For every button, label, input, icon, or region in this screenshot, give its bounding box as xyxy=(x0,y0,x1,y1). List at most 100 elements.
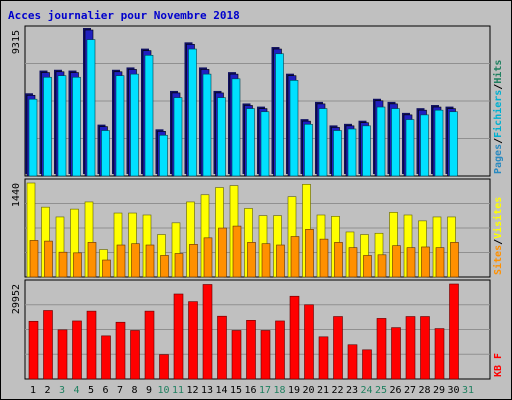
y-max-label: 9315 xyxy=(11,30,22,54)
day-label: 26 xyxy=(389,385,401,396)
day-label: 1 xyxy=(30,385,36,396)
bar-sites xyxy=(174,253,184,278)
bar-pages xyxy=(43,76,52,177)
bar-pages xyxy=(115,75,125,177)
bar-kb xyxy=(246,320,256,380)
bar-sites xyxy=(247,242,256,278)
day-label: 20 xyxy=(302,385,314,396)
bar-sites xyxy=(290,236,300,278)
bar-pages xyxy=(318,108,328,177)
bar-kb xyxy=(376,318,387,380)
day-label: 6 xyxy=(102,385,108,396)
day-axis: 1 2 3 4 5 6 7 8 9 10 11 12 13 14 15 16 17 18 19 20 21 22 23 24 2… xyxy=(30,385,474,396)
bar-sites xyxy=(348,247,358,278)
legend-entry: / xyxy=(493,138,504,144)
bar-sites xyxy=(218,227,227,278)
bar-sites xyxy=(377,254,387,278)
bar-kb xyxy=(159,354,169,380)
bar-kb xyxy=(362,349,372,380)
day-label: 19 xyxy=(288,385,300,396)
bar-kb xyxy=(57,329,68,380)
legend-entry: KB F xyxy=(493,353,504,377)
day-label: 28 xyxy=(418,385,430,396)
bar-sites xyxy=(319,238,329,278)
day-label: 10 xyxy=(157,385,169,396)
bar-sites xyxy=(116,244,126,278)
bar-pages xyxy=(57,75,67,177)
bar-sites xyxy=(87,242,97,278)
legend-entry: Hits xyxy=(492,60,504,84)
day-label: 16 xyxy=(244,385,256,396)
day-label: 15 xyxy=(230,385,242,396)
day-label: 4 xyxy=(73,385,79,396)
day-label: 27 xyxy=(404,385,416,396)
bar-kb xyxy=(101,335,111,380)
bar-kb xyxy=(202,284,213,380)
legend-entry: Pages xyxy=(493,144,504,174)
bar-pages xyxy=(246,108,255,177)
bar-kb xyxy=(217,315,227,380)
bar-sites xyxy=(73,252,82,278)
legend-entry: Sites xyxy=(492,245,504,275)
legend: Sites/Visites xyxy=(492,197,504,275)
bar-sites xyxy=(276,244,285,278)
bar-kb xyxy=(231,330,242,380)
bar-pages xyxy=(391,108,400,177)
legend-entry: / xyxy=(493,239,504,245)
bar-sites xyxy=(232,225,242,278)
bar-kb xyxy=(144,310,155,380)
bar-sites xyxy=(392,245,401,278)
bar-sites xyxy=(131,243,140,278)
bar-sites xyxy=(450,242,459,278)
bar-kb xyxy=(130,330,140,380)
legend-entry: Visites xyxy=(492,197,504,239)
bar-sites xyxy=(363,255,372,278)
day-label: 30 xyxy=(447,385,459,396)
bar-kb xyxy=(449,283,459,380)
y-max-label: 1440 xyxy=(11,183,22,207)
bar-pages xyxy=(347,128,357,177)
bar-pages xyxy=(231,78,241,177)
bar-kb xyxy=(420,316,430,380)
day-label: 14 xyxy=(215,385,227,396)
bar-pages xyxy=(159,134,168,177)
legend-entry: / xyxy=(493,84,504,90)
day-label: 2 xyxy=(44,385,50,396)
bar-sites xyxy=(29,240,39,278)
bar-sites xyxy=(44,240,53,278)
bar-pages xyxy=(420,114,429,177)
legend-entry: Fichiers xyxy=(492,90,504,138)
day-label: 8 xyxy=(131,385,137,396)
bar-pages xyxy=(304,123,313,177)
bar-pages xyxy=(202,73,212,177)
bar-kb xyxy=(173,293,184,380)
day-label: 9 xyxy=(146,385,152,396)
day-label: 18 xyxy=(273,385,285,396)
bar-pages xyxy=(188,48,197,177)
bar-kb xyxy=(391,327,401,380)
y-max-label: 29952 xyxy=(11,284,22,314)
bar-sites xyxy=(145,244,155,278)
bar-kb xyxy=(188,301,198,380)
bar-kb xyxy=(434,328,445,380)
day-label: 22 xyxy=(331,385,343,396)
bar-pages xyxy=(260,111,270,177)
bar-pages xyxy=(275,53,284,177)
bar-kb xyxy=(43,310,53,380)
day-label: 25 xyxy=(375,385,387,396)
bar-pages xyxy=(289,80,299,177)
panel-kb: 29952 KB F xyxy=(11,279,504,380)
bar-kb xyxy=(304,304,314,380)
bar-pages xyxy=(130,73,139,177)
bar-pages xyxy=(173,97,183,177)
bar-sites xyxy=(334,242,343,278)
bar-pages xyxy=(217,97,226,177)
bar-sites xyxy=(421,246,430,278)
day-label: 17 xyxy=(259,385,271,396)
bar-pages xyxy=(333,130,342,177)
day-label: 12 xyxy=(186,385,198,396)
bar-sites xyxy=(58,251,68,278)
day-label: 29 xyxy=(433,385,445,396)
bar-kb xyxy=(115,321,126,380)
chart-title: Acces journalier pour Novembre 2018 xyxy=(8,9,240,22)
